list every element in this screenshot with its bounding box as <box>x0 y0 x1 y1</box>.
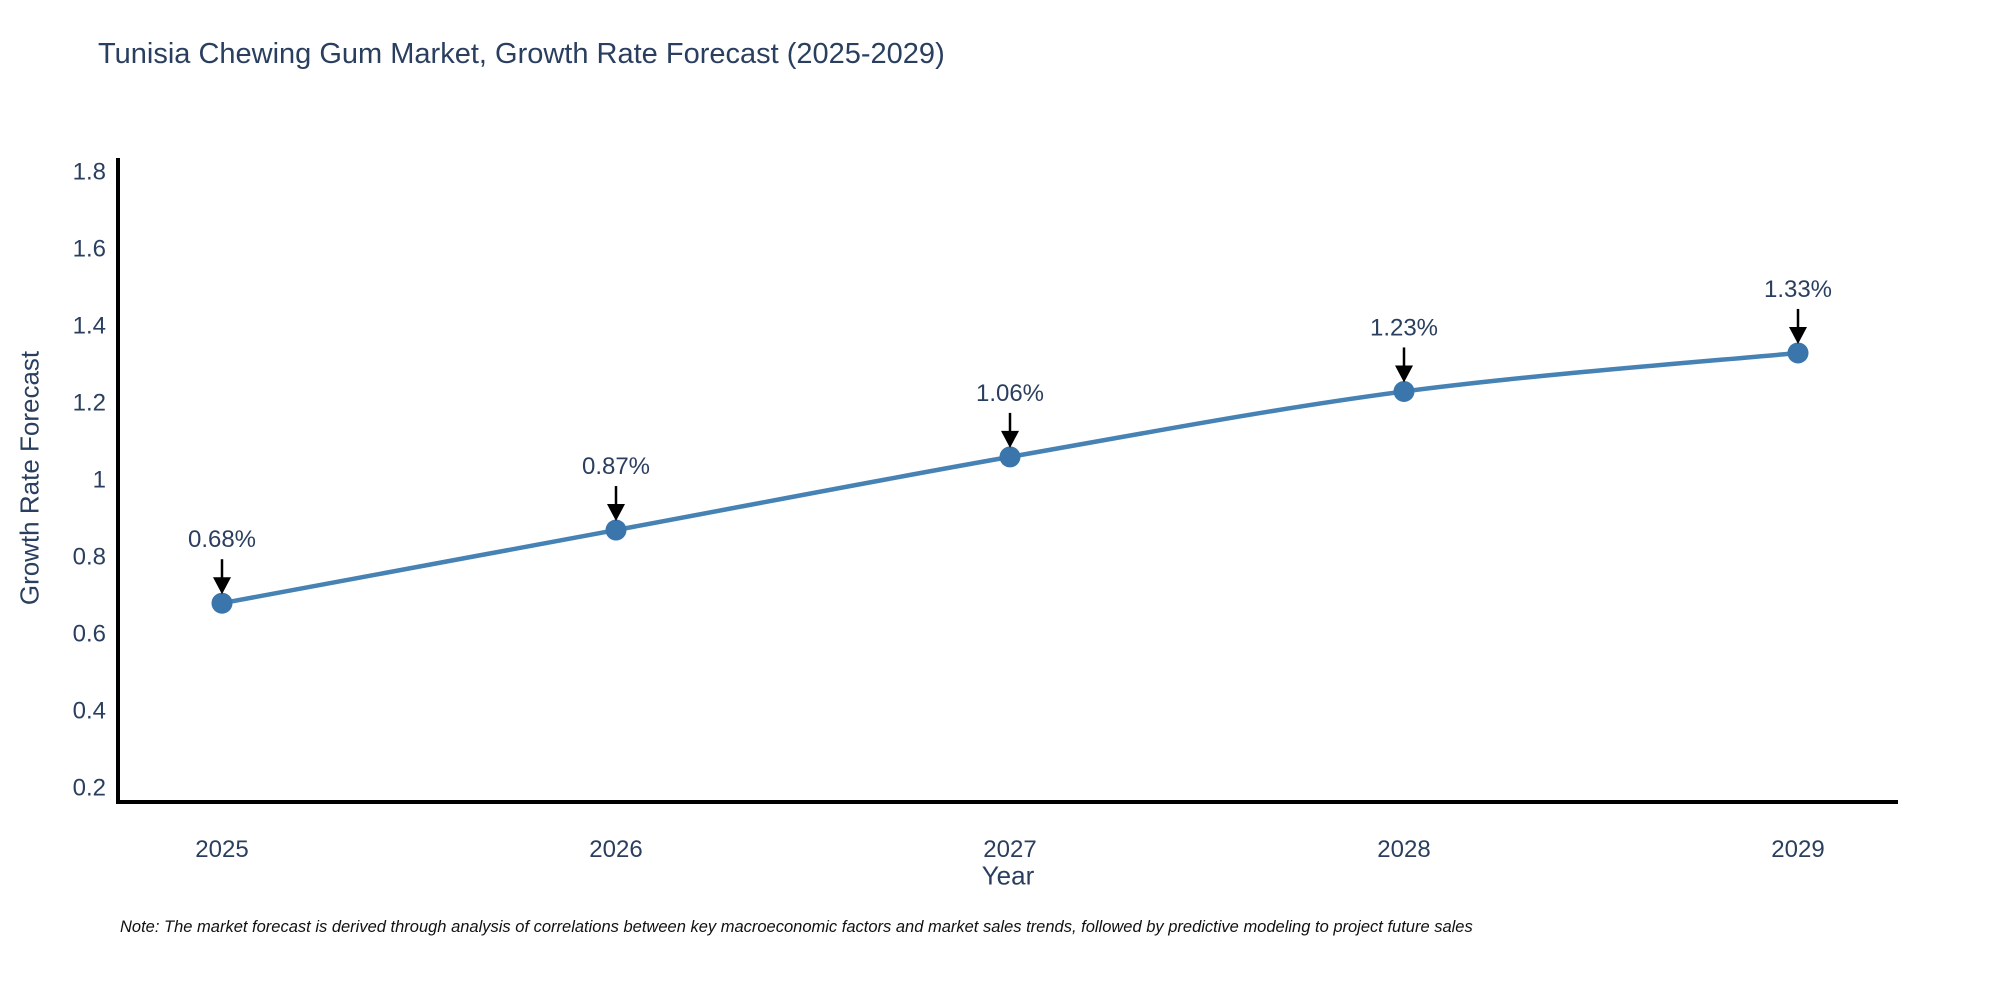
point-value-label: 0.68% <box>188 526 256 553</box>
x-tick-label: 2026 <box>589 836 642 863</box>
annotation-arrow-head <box>1789 326 1807 344</box>
footnote: Note: The market forecast is derived thr… <box>120 918 1473 936</box>
data-point-2029[interactable] <box>1787 342 1809 364</box>
y-tick-label: 1.8 <box>73 159 106 186</box>
y-tick-label: 1 <box>93 467 106 494</box>
annotation-arrow-head <box>1001 430 1019 448</box>
x-axis-title: Year <box>981 860 1035 891</box>
x-tick-label: 2025 <box>195 836 248 863</box>
data-point-2027[interactable] <box>999 446 1021 468</box>
chart-title: Tunisia Chewing Gum Market, Growth Rate … <box>98 38 945 70</box>
y-tick-label: 1.2 <box>73 390 106 417</box>
point-value-label: 1.06% <box>976 380 1044 407</box>
data-point-2025[interactable] <box>211 592 233 614</box>
y-tick-label: 1.6 <box>73 236 106 263</box>
annotation-arrow-head <box>607 504 625 522</box>
x-tick-label: 2029 <box>1771 836 1824 863</box>
y-tick-label: 0.4 <box>73 698 106 725</box>
annotation-arrow-head <box>1395 365 1413 383</box>
y-tick-label: 1.4 <box>73 313 106 340</box>
y-tick-label: 0.8 <box>73 544 106 571</box>
annotation-arrow-head <box>213 577 231 595</box>
point-value-label: 0.87% <box>582 453 650 480</box>
point-value-label: 1.33% <box>1764 276 1832 303</box>
y-axis-title: Growth Rate Forecast <box>14 350 45 606</box>
y-tick-label: 0.6 <box>73 621 106 648</box>
data-point-2028[interactable] <box>1393 380 1415 402</box>
y-tick-label: 0.2 <box>73 775 106 802</box>
x-tick-label: 2027 <box>983 836 1036 863</box>
point-value-label: 1.23% <box>1370 314 1438 341</box>
x-tick-label: 2028 <box>1377 836 1430 863</box>
data-point-2026[interactable] <box>605 519 627 541</box>
